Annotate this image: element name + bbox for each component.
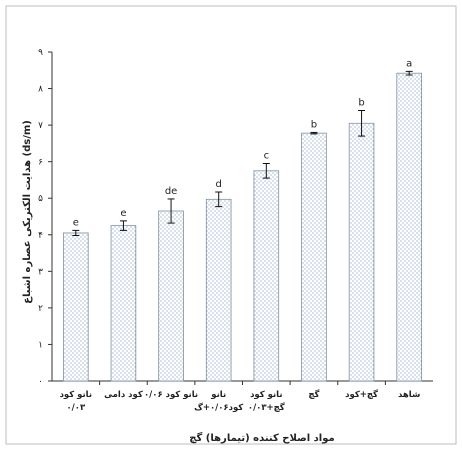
y-tick-label: ۶ <box>38 158 43 168</box>
x-tick-label: گچ <box>308 389 319 400</box>
significance-letter: b <box>311 119 317 130</box>
y-tick-label: ۴ <box>38 231 43 241</box>
bar <box>63 232 89 382</box>
x-tick-label: کود۰/۰۶+گ <box>194 402 243 413</box>
x-axis-title: مواد اصلاح کننده (تیمارها) گچ <box>189 431 334 444</box>
significance-letter: a <box>406 58 412 69</box>
y-tick-label: ۷ <box>38 121 43 131</box>
x-tick-label: نانو کود <box>250 390 283 400</box>
x-tick-label: کود دامی <box>104 390 143 400</box>
bar <box>348 122 375 382</box>
bar <box>253 170 280 382</box>
significance-letter: de <box>165 186 178 197</box>
bar <box>396 72 422 382</box>
y-tick-label: ۹ <box>38 48 43 58</box>
y-axis-title: هدایت الکتریکی عصاره اشباع (ds/m) <box>22 120 33 304</box>
x-tick-label: ۰/۰۳+گچ <box>248 402 285 413</box>
x-tick-label: ۰/۰۳ <box>66 403 85 413</box>
y-tick-label: ۱ <box>38 340 43 350</box>
y-tick-label: ۸ <box>38 85 43 95</box>
significance-letter: b <box>358 97 364 108</box>
x-tick-label: نانو کود ۰/۰۶ <box>144 390 198 400</box>
significance-letter: e <box>73 217 79 228</box>
y-tick-label: ۲ <box>38 304 43 314</box>
chart-frame <box>5 5 457 445</box>
bar <box>205 198 232 382</box>
x-tick-label: نانو <box>210 390 226 400</box>
x-tick-label: نانو کود <box>60 390 93 400</box>
x-tick-label: گچ+کود <box>345 389 378 400</box>
significance-letter: d <box>216 179 222 190</box>
significance-letter: e <box>120 208 126 219</box>
y-tick-label: ۳ <box>38 267 43 277</box>
x-tick-label: شاهد <box>398 390 420 400</box>
y-tick-label: ۵ <box>38 194 43 204</box>
bar <box>301 132 327 382</box>
bar <box>158 210 184 382</box>
bar <box>110 225 137 382</box>
y-tick-label: ۰ <box>38 377 43 387</box>
significance-letter: c <box>264 150 270 161</box>
